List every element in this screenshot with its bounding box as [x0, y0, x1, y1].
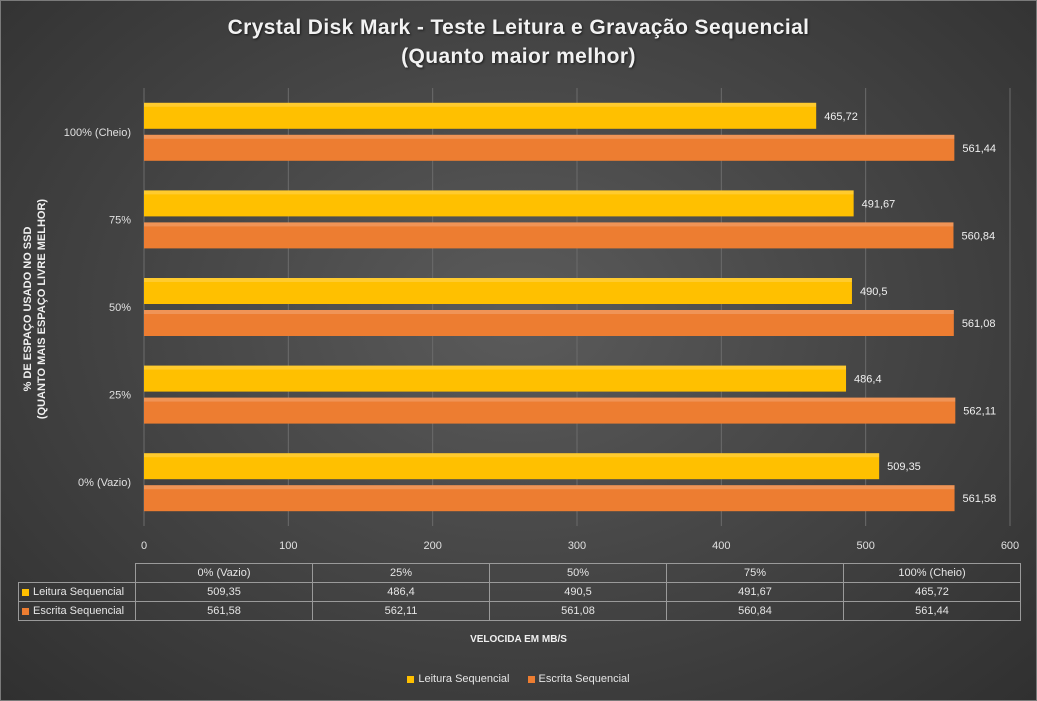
data-label: 561,08: [962, 318, 996, 330]
data-label: 562,11: [963, 406, 996, 418]
bar-highlight: [144, 222, 954, 227]
bar-leitura: [144, 278, 852, 304]
x-tick-label: 200: [423, 540, 441, 552]
bar-escrita: [144, 485, 955, 512]
legend-label: Escrita Sequencial: [538, 673, 630, 685]
legend-swatch: [407, 675, 415, 683]
table-cell: 490,5: [489, 582, 667, 602]
table-header-row: 0% (Vazio) 25% 50% 75% 100% (Cheio): [19, 563, 1021, 583]
legend-swatch: [527, 675, 535, 683]
data-table: 0% (Vazio) 25% 50% 75% 100% (Cheio) Leitura S…: [18, 563, 1021, 621]
x-tick-label: 100: [279, 540, 297, 552]
legend-item: Escrita Sequencial: [527, 673, 630, 685]
chart-title-line-2: (Quanto maior melhor): [401, 45, 636, 68]
bar-highlight: [144, 102, 817, 107]
y-tick-label: 50%: [109, 302, 131, 314]
bar-highlight: [144, 397, 956, 402]
bar-highlight: [144, 190, 854, 195]
table-cell: 562,11: [312, 601, 490, 621]
data-label: 490,5: [860, 286, 888, 298]
data-label: 561,44: [962, 143, 996, 155]
table-column-header: 75%: [666, 563, 844, 583]
bar-highlight: [144, 310, 954, 314]
table-cell: 509,35: [135, 582, 313, 602]
table-column-header: 100% (Cheio): [843, 563, 1021, 583]
x-tick-label: 300: [568, 540, 586, 552]
bar-escrita: [144, 134, 955, 161]
series-swatch: [22, 588, 29, 596]
series-name: Escrita Sequencial: [33, 605, 125, 617]
table-cell: 560,84: [666, 601, 844, 621]
data-label: 560,84: [961, 230, 995, 242]
bar-highlight: [144, 453, 880, 458]
bar-highlight: [144, 485, 955, 490]
y-tick-label: 0% (Vazio): [78, 477, 131, 489]
table-row-header: Leitura Sequencial: [18, 582, 136, 602]
table-column-header: 50%: [489, 563, 667, 583]
legend-label: Leitura Sequencial: [418, 673, 510, 685]
chart-title: Crystal Disk Mark - Teste Leitura e Grav…: [1, 13, 1036, 71]
x-tick-label: 500: [856, 540, 874, 552]
legend: Leitura Sequencial Escrita Sequencial: [1, 673, 1036, 685]
table-row-header: Escrita Sequencial: [18, 601, 136, 621]
data-label: 561,58: [963, 493, 997, 505]
bar-highlight: [144, 365, 847, 370]
table-cell: 561,08: [489, 601, 667, 621]
table-cell: 486,4: [312, 582, 490, 602]
table-cell: 491,67: [666, 582, 844, 602]
x-tick-label: 0: [141, 540, 147, 552]
table-row: Escrita Sequencial 561,58 562,11 561,08 560,…: [18, 601, 1021, 621]
data-label: 491,67: [862, 198, 896, 210]
chart-title-line-1: Crystal Disk Mark - Teste Leitura e Grav…: [227, 16, 810, 39]
data-label: 486,4: [854, 374, 882, 386]
table-cell: 561,58: [135, 601, 313, 621]
data-label: 465,72: [824, 111, 858, 123]
plot-area: 0 100 200 300 400 500 600 0% (Vazio) 509,35 561,5…: [64, 88, 1019, 552]
bar-leitura: [144, 190, 854, 217]
table-column-header: 25%: [312, 563, 490, 583]
x-tick-label: 600: [1001, 540, 1019, 552]
bar-leitura: [144, 453, 880, 480]
series-name: Leitura Sequencial: [33, 586, 125, 598]
bar-leitura: [144, 102, 817, 129]
table-column-header: 0% (Vazio): [135, 563, 313, 583]
bar-escrita: [144, 397, 956, 424]
bar-leitura: [144, 365, 847, 392]
table-cell: 561,44: [843, 601, 1021, 621]
bar-escrita: [144, 310, 954, 336]
x-tick-label: 400: [712, 540, 730, 552]
x-axis-title: VELOCIDA EM MB/S: [470, 634, 567, 645]
series-swatch: [22, 607, 29, 615]
y-tick-label: 100% (Cheio): [64, 127, 131, 139]
data-label: 509,35: [887, 461, 921, 473]
table-row: Leitura Sequencial 509,35 486,4 490,5 491,67…: [18, 582, 1021, 602]
legend-item: Leitura Sequencial: [407, 673, 510, 685]
table-corner: [19, 564, 136, 583]
y-tick-label: 75%: [109, 214, 131, 226]
bar-highlight: [144, 278, 852, 282]
bar-escrita: [144, 222, 954, 249]
y-tick-label: 25%: [109, 390, 131, 402]
bar-highlight: [144, 134, 955, 139]
table-cell: 465,72: [843, 582, 1021, 602]
